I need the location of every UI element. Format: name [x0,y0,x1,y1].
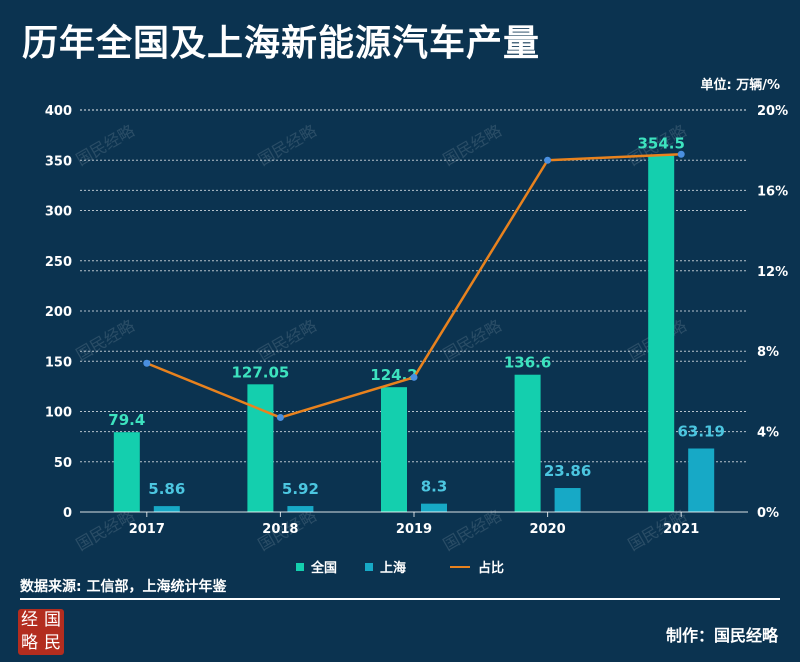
watermark-text: 国民经略 [440,316,505,364]
footer-divider [20,598,780,600]
y-left-tick-label: 250 [45,255,72,270]
bar-national [514,374,541,512]
logo-char: 民 [44,633,61,653]
y-right-tick-label: 12% [757,265,788,280]
y-right-tick-label: 0% [757,506,779,521]
legend-swatch-national [295,562,304,571]
bar-shanghai [153,506,180,512]
watermark-text: 国民经略 [255,121,320,169]
bar-shanghai [287,506,314,512]
watermark-text: 国民经略 [255,316,320,364]
bar-shanghai [554,488,581,512]
watermark-text: 国民经略 [73,121,138,169]
y-left-tick-label: 350 [45,154,72,169]
data-label-national: 354.5 [637,135,684,153]
bar-national [381,387,407,512]
logo-char: 国 [44,610,61,630]
point-share [410,373,418,381]
y-left-tick-label: 200 [45,305,72,320]
y-left-tick-label: 100 [45,406,72,421]
credit-text: 制作：国民经略 [665,626,778,645]
unit-label: 单位: 万辆/% [700,78,781,93]
y-left-tick-label: 400 [45,104,72,119]
data-label-national: 79.4 [108,411,145,429]
legend-swatch-shanghai [364,562,373,571]
legend: 全国 上海 占比 [0,557,800,576]
point-share [677,150,685,158]
chart-title: 历年全国及上海新能源汽车产量 [22,23,541,64]
x-tick-label: 2018 [262,522,298,537]
y-right-tick-label: 8% [757,345,779,360]
data-label-shanghai: 23.86 [544,462,591,480]
y-left-tick-label: 50 [54,456,72,471]
legend-item-shanghai: 上海 [364,557,406,576]
data-label-shanghai: 5.86 [148,480,185,498]
point-share [276,414,284,422]
y-left-tick-label: 0 [63,506,72,521]
point-share [143,359,151,367]
legend-line-share [450,565,470,568]
brand-logo: 经 国 略 民 [18,609,64,655]
legend-label-share: 占比 [478,561,505,576]
logo-char: 经 [21,610,38,630]
watermark-text: 国民经略 [440,121,505,169]
watermark-text: 国民经略 [440,506,505,554]
data-label-national: 136.6 [504,354,551,372]
y-right-tick-label: 4% [757,426,779,441]
y-right-tick-label: 16% [757,184,788,199]
bar-shanghai [421,503,447,512]
x-tick-label: 2017 [129,522,165,537]
x-tick-label: 2021 [663,522,699,537]
data-label-shanghai: 63.19 [677,422,724,440]
legend-label-shanghai: 上海 [379,561,406,576]
logo-char: 略 [21,633,38,653]
data-label-shanghai: 5.92 [282,480,319,498]
data-label-national: 127.05 [231,363,289,381]
bar-shanghai [688,448,715,512]
y-left-tick-label: 300 [45,205,72,220]
y-right-tick-label: 20% [757,104,788,119]
bar-national [648,155,675,513]
bar-national [247,384,274,512]
legend-item-national: 全国 [295,557,337,576]
data-source: 数据来源: 工信部，上海统计年鉴 [20,579,227,595]
point-share [544,156,552,164]
watermark-text: 国民经略 [73,316,138,364]
data-label-national: 124.2 [370,366,417,384]
x-tick-label: 2020 [530,522,566,537]
legend-label-national: 全国 [310,561,337,576]
legend-item-share: 占比 [450,557,504,576]
x-tick-label: 2019 [396,522,432,537]
data-label-shanghai: 8.3 [421,478,448,496]
bar-national [113,432,140,512]
y-left-tick-label: 150 [45,355,72,370]
